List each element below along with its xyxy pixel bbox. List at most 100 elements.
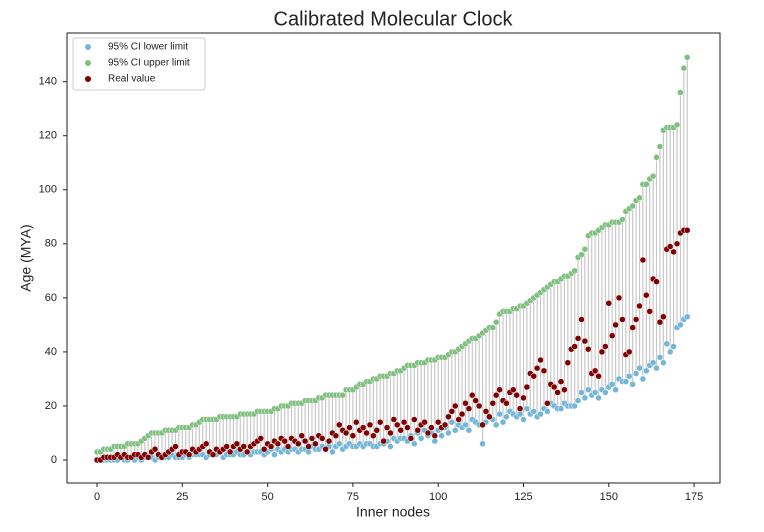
point bbox=[305, 443, 312, 450]
point bbox=[305, 448, 312, 456]
point bbox=[683, 313, 691, 321]
point bbox=[496, 410, 503, 418]
point bbox=[469, 391, 476, 399]
point bbox=[643, 367, 650, 375]
point bbox=[441, 421, 449, 429]
point bbox=[673, 240, 681, 248]
point bbox=[431, 432, 439, 439]
point bbox=[636, 302, 643, 310]
point bbox=[571, 267, 578, 275]
point bbox=[653, 154, 660, 161]
point bbox=[663, 340, 671, 348]
point bbox=[605, 300, 613, 307]
point bbox=[598, 348, 606, 356]
point bbox=[455, 416, 462, 423]
point bbox=[591, 367, 599, 375]
point bbox=[479, 440, 486, 448]
point bbox=[417, 435, 425, 442]
point bbox=[554, 389, 561, 396]
point bbox=[683, 54, 691, 61]
point bbox=[472, 397, 479, 404]
point bbox=[322, 445, 329, 453]
point bbox=[666, 348, 674, 356]
point bbox=[530, 372, 537, 380]
point bbox=[585, 345, 592, 353]
point bbox=[462, 400, 469, 407]
point bbox=[649, 172, 657, 180]
point bbox=[629, 381, 636, 388]
point bbox=[578, 389, 585, 396]
point bbox=[257, 435, 265, 442]
point bbox=[397, 427, 404, 434]
point bbox=[602, 343, 609, 350]
point bbox=[656, 354, 664, 361]
point bbox=[571, 402, 578, 410]
point bbox=[653, 364, 660, 372]
legend-marker bbox=[85, 76, 91, 82]
point bbox=[438, 432, 445, 439]
point bbox=[452, 427, 459, 434]
point bbox=[295, 440, 302, 448]
point bbox=[544, 408, 551, 415]
point bbox=[677, 321, 684, 329]
point bbox=[513, 391, 520, 399]
point bbox=[503, 400, 510, 407]
x-tick-label: 25 bbox=[176, 491, 188, 503]
point bbox=[421, 418, 428, 426]
point bbox=[404, 424, 411, 431]
point bbox=[615, 294, 623, 302]
point bbox=[465, 427, 473, 434]
point bbox=[636, 194, 643, 202]
point bbox=[602, 389, 609, 396]
point bbox=[284, 443, 292, 450]
y-axis-label: Age (MYA) bbox=[18, 224, 34, 291]
point bbox=[581, 394, 589, 402]
legend-label: Real value bbox=[108, 74, 156, 85]
point bbox=[223, 443, 230, 450]
point bbox=[407, 435, 415, 442]
y-tick-label: 80 bbox=[45, 238, 57, 250]
point bbox=[366, 421, 374, 429]
point bbox=[479, 421, 486, 429]
point bbox=[660, 313, 667, 321]
point bbox=[489, 324, 497, 331]
point bbox=[492, 318, 500, 326]
point bbox=[636, 364, 643, 372]
point bbox=[489, 400, 497, 407]
point bbox=[571, 343, 578, 350]
point bbox=[619, 216, 626, 223]
point bbox=[629, 324, 636, 331]
point bbox=[632, 316, 640, 323]
point bbox=[629, 202, 636, 210]
x-tick-label: 0 bbox=[94, 491, 100, 503]
x-tick-label: 150 bbox=[600, 491, 618, 503]
point bbox=[458, 410, 466, 418]
point bbox=[578, 251, 585, 258]
point bbox=[243, 448, 251, 456]
plot-frame bbox=[66, 32, 721, 484]
legend-marker bbox=[85, 44, 91, 50]
point bbox=[625, 372, 633, 380]
point bbox=[233, 440, 241, 448]
point bbox=[537, 356, 544, 364]
point bbox=[523, 405, 531, 412]
point bbox=[550, 383, 558, 391]
point bbox=[336, 421, 343, 429]
legend-marker bbox=[85, 60, 91, 66]
point bbox=[677, 89, 684, 96]
point bbox=[318, 435, 326, 442]
y-tick-label: 0 bbox=[51, 454, 57, 466]
point bbox=[434, 418, 442, 426]
y-tick-label: 60 bbox=[45, 292, 57, 304]
point bbox=[274, 440, 282, 448]
point bbox=[312, 440, 319, 448]
point bbox=[349, 432, 357, 439]
point bbox=[325, 437, 333, 445]
point bbox=[574, 335, 582, 342]
y-tick-label: 140 bbox=[39, 76, 57, 88]
point bbox=[452, 402, 459, 410]
point bbox=[574, 397, 582, 404]
point bbox=[414, 427, 421, 434]
point bbox=[510, 386, 517, 394]
